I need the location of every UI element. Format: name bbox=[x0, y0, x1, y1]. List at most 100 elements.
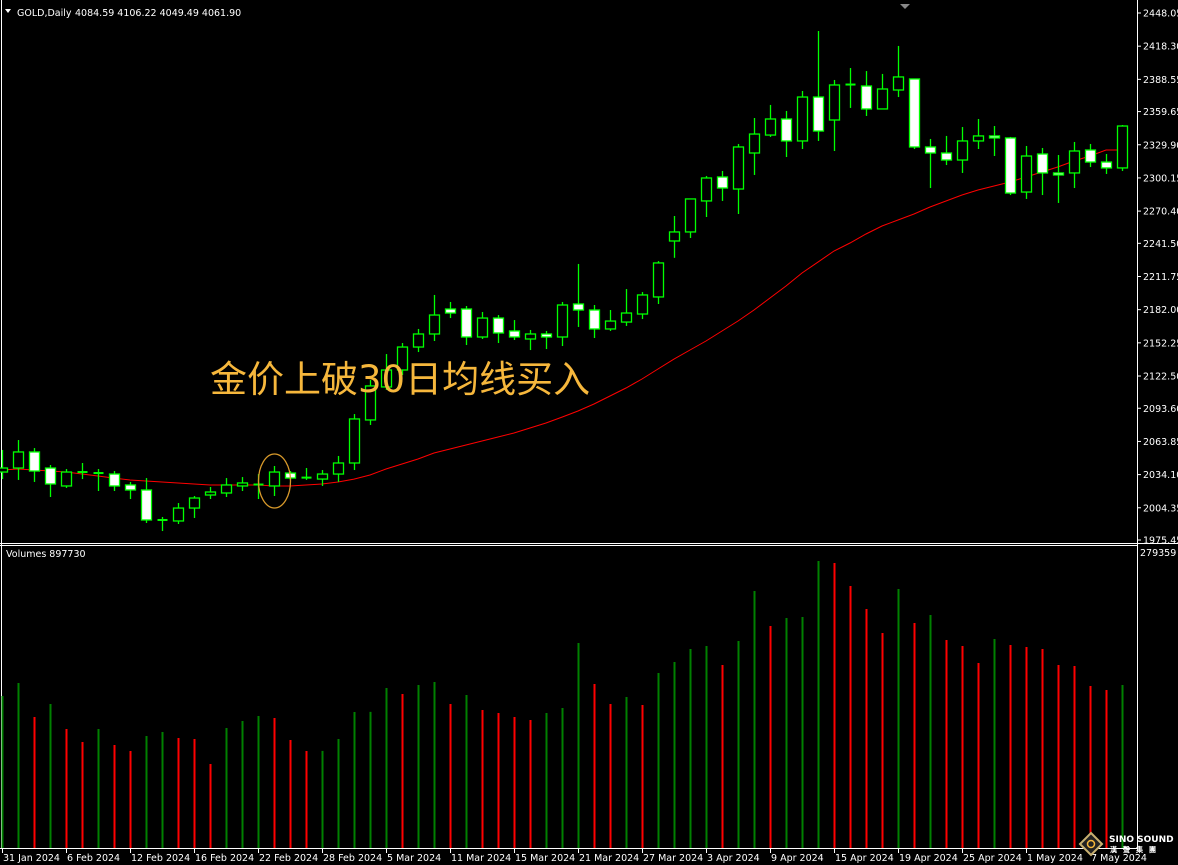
price-tick-label: 2182.00 bbox=[1143, 305, 1178, 316]
candle-body-bear bbox=[460, 308, 473, 338]
price-pane[interactable] bbox=[0, 31, 1129, 532]
candle bbox=[796, 91, 809, 149]
candle bbox=[636, 292, 649, 320]
candle-body-bull bbox=[1020, 155, 1033, 193]
date-tick-label: 16 Feb 2024 bbox=[195, 853, 254, 864]
candle bbox=[140, 478, 153, 523]
candle bbox=[236, 477, 249, 491]
candle bbox=[492, 315, 505, 344]
annotation-text: 金价上破30日均线买入 bbox=[210, 358, 590, 401]
candle bbox=[1036, 147, 1049, 196]
candle-body-bull bbox=[380, 369, 393, 388]
candle-body-bull bbox=[348, 418, 361, 464]
price-tick-label: 2418.30 bbox=[1143, 42, 1178, 53]
ma-line bbox=[1, 149, 1122, 487]
candle bbox=[908, 78, 921, 149]
candle bbox=[396, 343, 409, 376]
logo-emblem-icon bbox=[1086, 839, 1096, 849]
price-tick-label: 2211.75 bbox=[1143, 272, 1178, 283]
candle-body-bear bbox=[860, 85, 873, 110]
logo-diamond-icon bbox=[1078, 831, 1104, 857]
date-tick-label: 15 Mar 2024 bbox=[515, 853, 575, 864]
candle-body-bull bbox=[604, 320, 617, 330]
price-tick-label: 2359.65 bbox=[1143, 107, 1178, 118]
candle bbox=[0, 449, 9, 480]
candle bbox=[716, 170, 729, 201]
candle bbox=[44, 465, 57, 498]
candle-body-bull bbox=[556, 304, 569, 338]
candle-body-bull bbox=[748, 133, 761, 154]
candle bbox=[476, 312, 489, 340]
candle bbox=[524, 329, 537, 351]
candle bbox=[988, 126, 1001, 157]
candle-body-bear bbox=[1084, 149, 1097, 163]
candle bbox=[780, 110, 793, 158]
candle bbox=[220, 478, 233, 498]
date-tick-label: 31 Jan 2024 bbox=[3, 853, 60, 864]
logo-chinese: 漢聲集團 bbox=[1110, 845, 1162, 854]
candle-body-bear bbox=[492, 317, 505, 334]
candle-body-bear bbox=[716, 176, 729, 189]
candle-body-bull bbox=[700, 177, 713, 202]
time-axis[interactable]: 31 Jan 2024 6 Feb 2024 12 Feb 2024 16 Feb 2… bbox=[2, 848, 1147, 864]
price-axis[interactable]: 2448.05 2418.30 2388.55 2359.65 2329.90 2300.… bbox=[1137, 9, 1178, 547]
candle bbox=[301, 468, 312, 480]
candle-body-bull bbox=[172, 507, 185, 522]
candle bbox=[172, 503, 185, 524]
candle-body-bear bbox=[1004, 137, 1017, 194]
candle bbox=[188, 496, 201, 518]
candle bbox=[1068, 141, 1081, 189]
candle bbox=[364, 380, 377, 425]
chart-shift-marker-icon[interactable] bbox=[900, 4, 910, 9]
candle-body-bull bbox=[332, 462, 345, 475]
candles bbox=[0, 31, 1129, 532]
price-tick-label: 2300.15 bbox=[1143, 173, 1178, 184]
date-tick-label: 15 Apr 2024 bbox=[835, 853, 894, 864]
candle bbox=[652, 261, 665, 304]
candle bbox=[556, 301, 569, 347]
candle-body-bull bbox=[732, 146, 745, 190]
price-tick-label: 2034.10 bbox=[1143, 470, 1178, 481]
candle bbox=[924, 138, 937, 189]
candle bbox=[764, 104, 777, 137]
candle bbox=[348, 414, 361, 471]
sino-sound-logo: SINO SOUND 漢聲集團 bbox=[1078, 831, 1174, 857]
candle-body-bull bbox=[316, 473, 329, 480]
candle bbox=[332, 455, 345, 482]
price-tick-label: 2004.35 bbox=[1143, 503, 1178, 514]
candle-body-bull bbox=[652, 262, 665, 298]
date-tick-label: 21 Mar 2024 bbox=[579, 853, 639, 864]
price-tick-label: 2270.40 bbox=[1143, 207, 1178, 218]
date-tick-label: 12 Feb 2024 bbox=[131, 853, 190, 864]
candle bbox=[204, 486, 217, 500]
candle bbox=[684, 198, 697, 238]
candle bbox=[845, 68, 856, 108]
candle bbox=[12, 440, 25, 480]
price-tick-label: 2329.90 bbox=[1143, 140, 1178, 151]
candle-body-bear bbox=[140, 489, 153, 521]
dropdown-triangle-icon[interactable] bbox=[5, 9, 11, 13]
date-tick-label: 11 Mar 2024 bbox=[451, 853, 511, 864]
candle-body-bull bbox=[764, 118, 777, 136]
candle-body-bull bbox=[364, 385, 377, 421]
date-tick-label: 28 Feb 2024 bbox=[323, 853, 382, 864]
volume-axis-max-label: 279359 bbox=[1140, 548, 1176, 559]
candle bbox=[732, 143, 745, 214]
candle bbox=[1004, 136, 1017, 196]
volume-pane[interactable] bbox=[1, 561, 1124, 848]
candle bbox=[60, 469, 73, 488]
candle-body-bear bbox=[940, 152, 953, 161]
candle-body-bear bbox=[1100, 161, 1113, 169]
price-tick-label: 1975.45 bbox=[1143, 536, 1178, 547]
highlight-ellipse bbox=[257, 453, 292, 509]
candle-body-bear bbox=[780, 118, 793, 142]
candle bbox=[668, 216, 681, 258]
candle bbox=[1084, 143, 1097, 168]
candle bbox=[748, 117, 761, 175]
candle bbox=[444, 301, 457, 319]
candle-body-bull bbox=[1068, 150, 1081, 174]
candle-body-bull bbox=[956, 140, 969, 161]
candle-body-bull bbox=[1116, 125, 1129, 169]
